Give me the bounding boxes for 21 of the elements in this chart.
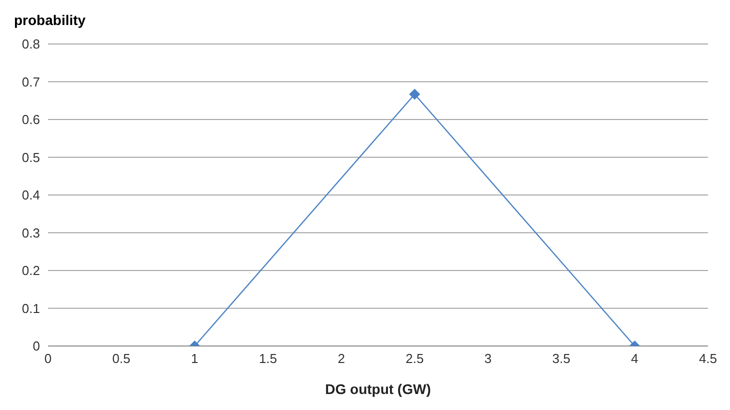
x-tick-label: 3 — [484, 351, 492, 366]
y-tick-label: 0.6 — [22, 112, 40, 128]
y-tick-label: 0.5 — [22, 150, 40, 165]
x-tick-label: 2 — [338, 351, 345, 366]
x-tick-label: 3.5 — [552, 351, 570, 366]
x-tick-label: 0 — [44, 351, 52, 366]
x-tick-label: 4.5 — [698, 351, 718, 366]
x-tick-label: 4 — [631, 351, 638, 366]
y-tick-label: 0.2 — [22, 263, 40, 278]
y-tick-label: 0.3 — [22, 225, 40, 240]
y-tick-label: 0.7 — [22, 74, 40, 90]
x-axis-title: DG output (GW) — [325, 381, 431, 397]
y-tick-label: 0.1 — [22, 300, 40, 316]
y-tick-label: 0 — [32, 338, 40, 354]
y-tick-label: 0.4 — [22, 188, 40, 203]
x-tick-label: 1 — [191, 351, 198, 366]
x-tick-label: 0.5 — [112, 351, 130, 366]
y-tick-label: 0.8 — [22, 36, 40, 52]
y-axis-title: probability — [14, 12, 86, 28]
x-tick-label: 1.5 — [258, 351, 278, 366]
x-tick-label: 2.5 — [406, 351, 424, 366]
